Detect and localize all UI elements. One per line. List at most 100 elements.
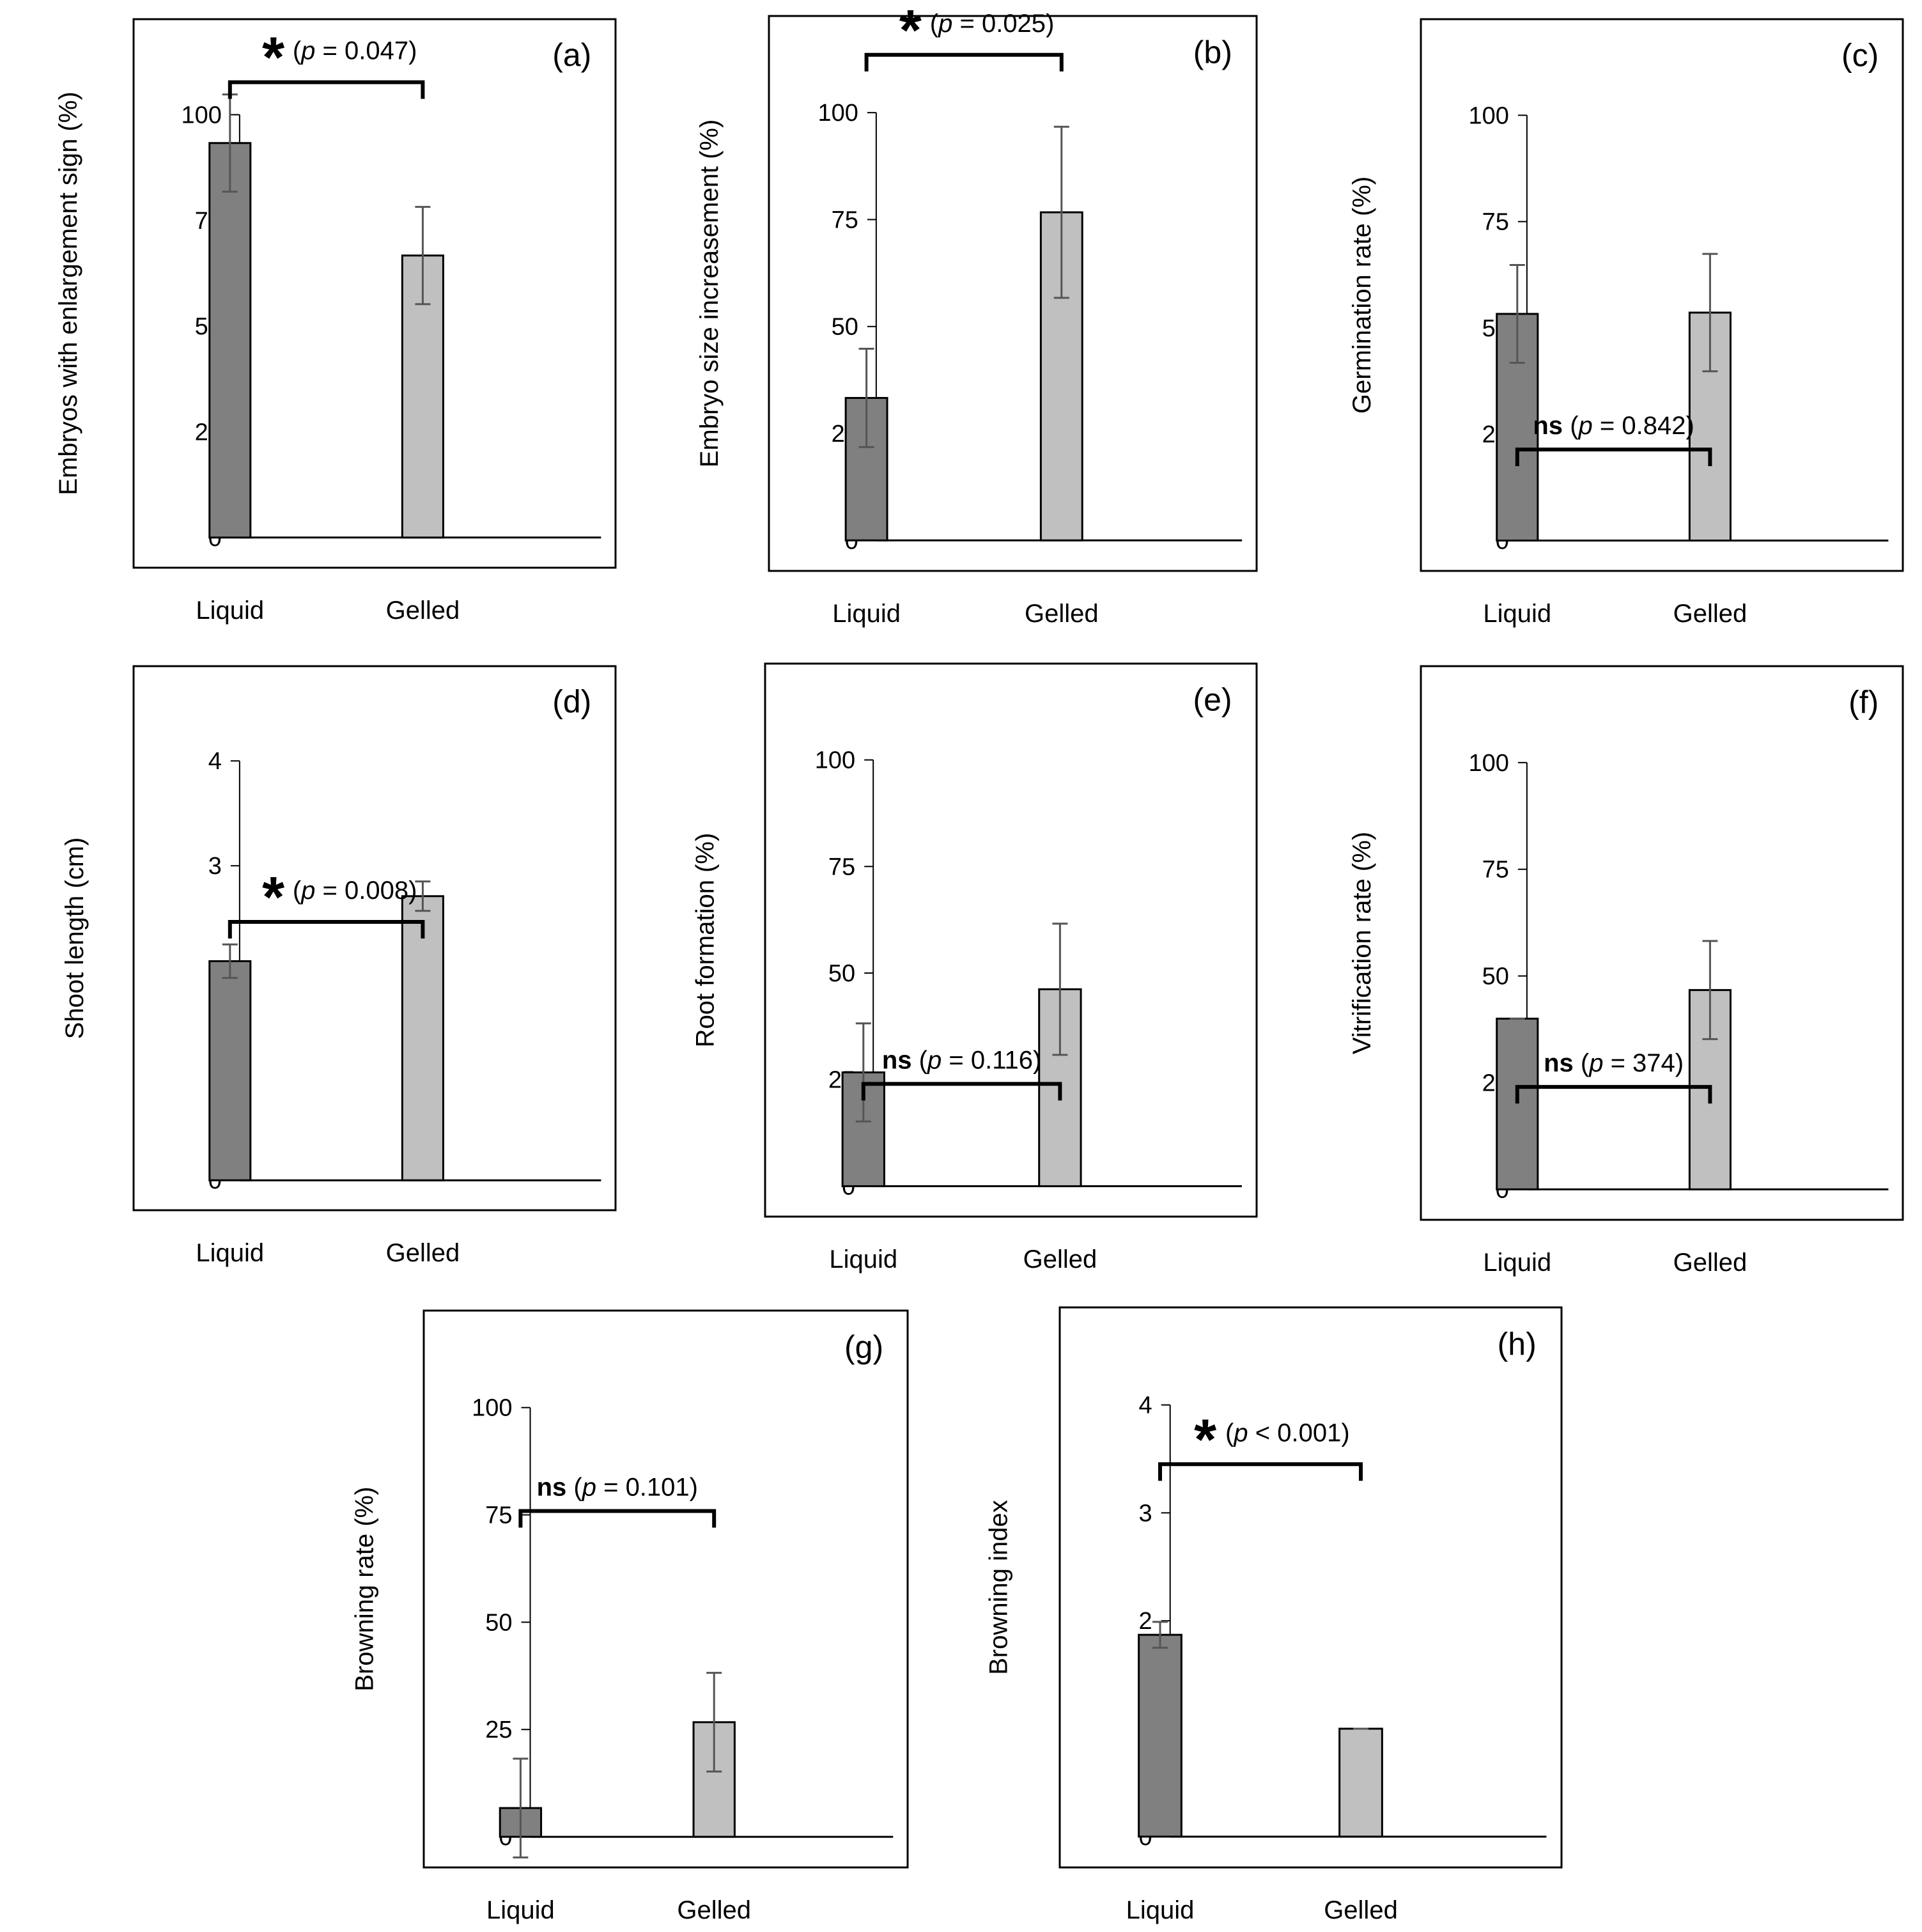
- panel-label: (d): [552, 683, 591, 719]
- error-bar-liquid: [858, 348, 874, 448]
- p-open: (: [293, 37, 302, 65]
- p-symbol: p: [582, 1474, 596, 1502]
- p-close: ): [1046, 10, 1054, 38]
- error-bar-gelled: [415, 880, 431, 912]
- significance-bracket: ns (p = 374): [1515, 1049, 1712, 1104]
- y-tick-label: 75: [828, 853, 855, 880]
- bracket-line: [518, 1509, 717, 1528]
- y-tick-label: 25: [485, 1717, 512, 1743]
- p-close: ): [690, 1474, 698, 1502]
- p-value-label: ns (p = 0.116): [882, 1046, 1041, 1074]
- error-bar-gelled: [1702, 940, 1718, 1040]
- significance-mark: ns: [537, 1474, 567, 1502]
- significance-bracket: * (p = 0.047): [228, 26, 425, 99]
- p-open: (: [930, 10, 939, 38]
- p-value: 0.047: [345, 37, 408, 65]
- y-tick-label: 100: [1468, 750, 1508, 777]
- category-label-gelled: Gelled: [1025, 600, 1099, 628]
- y-axis-label: Root formation (%): [691, 833, 719, 1048]
- significance-star: *: [899, 0, 922, 63]
- category-label-gelled: Gelled: [1324, 1896, 1398, 1924]
- p-open: (: [293, 876, 302, 905]
- error-bar-liquid: [222, 943, 238, 979]
- y-tick-label: 50: [832, 314, 858, 341]
- category-label-liquid: Liquid: [1126, 1896, 1195, 1924]
- category-label-liquid: Liquid: [832, 600, 901, 628]
- p-value: 0.025: [982, 10, 1046, 38]
- p-symbol: p: [1578, 412, 1593, 440]
- panel-e: 0255075100Root formation (%)(e)LiquidGel…: [691, 662, 1258, 1274]
- p-close: ): [408, 876, 417, 905]
- panel-frame: [768, 15, 1258, 572]
- p-relation: =: [1593, 412, 1622, 440]
- panel-frame: [132, 665, 617, 1211]
- y-tick-label: 50: [828, 960, 855, 987]
- p-relation: =: [1603, 1049, 1632, 1077]
- p-value: 0.001: [1277, 1419, 1341, 1447]
- y-tick-label: 75: [1482, 857, 1509, 884]
- y-tick-label: 4: [1139, 1392, 1152, 1419]
- error-bar-liquid: [513, 1757, 529, 1858]
- category-label-liquid: Liquid: [1483, 1249, 1551, 1277]
- bracket-line: [228, 919, 425, 939]
- y-tick-label: 75: [1482, 209, 1509, 236]
- p-value: 0.008: [345, 876, 408, 905]
- bracket-line: [864, 52, 1064, 72]
- panel-f: 0255075100Vitrification rate (%)(f)Liqui…: [1348, 665, 1904, 1277]
- bar-liquid: [1496, 1017, 1539, 1190]
- p-value-label: ns (p = 0.842): [1533, 412, 1694, 440]
- p-open: (: [919, 1046, 928, 1074]
- y-tick-label: 100: [1468, 102, 1508, 129]
- p-value: 0.116: [971, 1046, 1033, 1074]
- p-open: (: [573, 1474, 582, 1502]
- bar-gelled: [1338, 1727, 1383, 1838]
- bar-gelled: [401, 895, 444, 1181]
- panel-frame: [132, 18, 617, 569]
- category-label-gelled: Gelled: [386, 1239, 460, 1267]
- error-bar-gelled: [1052, 923, 1068, 1056]
- significance-mark: ns: [882, 1046, 912, 1074]
- category-label-gelled: Gelled: [1673, 600, 1748, 628]
- y-axis-label: Germination rate (%): [1348, 176, 1376, 414]
- p-symbol: p: [1233, 1419, 1248, 1447]
- p-relation: <: [1248, 1419, 1278, 1447]
- y-tick-label: 100: [818, 100, 858, 127]
- y-tick-label: 3: [1139, 1500, 1152, 1527]
- panel-frame: [764, 662, 1258, 1218]
- p-value: 0.101: [626, 1474, 690, 1502]
- category-label-gelled: Gelled: [386, 596, 460, 625]
- y-axis-label: Embryos with enlargement sign (%): [54, 91, 82, 495]
- panel-d: 01234Shoot length (cm)(d)LiquidGelled*(p…: [61, 665, 617, 1267]
- y-tick-label: 100: [181, 102, 221, 129]
- significance-mark: ns: [1533, 412, 1563, 440]
- panel-label: (f): [1848, 685, 1879, 721]
- panel-label: (e): [1193, 682, 1232, 718]
- bar-liquid: [208, 142, 252, 539]
- p-value-label: ns (p = 374): [1544, 1049, 1684, 1077]
- bracket-line: [1158, 1462, 1363, 1481]
- p-value: 374: [1632, 1049, 1675, 1077]
- p-relation: =: [952, 10, 982, 38]
- error-bar-gelled: [1702, 253, 1718, 373]
- significance-star: *: [262, 866, 284, 930]
- y-tick-label: 75: [832, 206, 858, 233]
- significance-bracket: * (p = 0.025): [864, 0, 1064, 72]
- panel-b: 0255075100Embryo size increasement (%)(b…: [695, 0, 1258, 628]
- p-symbol: p: [938, 10, 952, 38]
- y-tick-label: 2: [1139, 1608, 1152, 1635]
- y-tick-label: 50: [1482, 963, 1509, 990]
- category-label-gelled: Gelled: [1673, 1249, 1748, 1277]
- p-symbol: p: [300, 876, 315, 905]
- significance-mark: ns: [1544, 1049, 1574, 1077]
- y-axis-label: Browning rate (%): [351, 1486, 379, 1691]
- p-relation: =: [315, 876, 345, 905]
- error-bar-gelled: [1053, 125, 1069, 299]
- category-label-liquid: Liquid: [196, 1239, 264, 1267]
- p-relation: =: [315, 37, 345, 65]
- p-open: (: [1581, 1049, 1590, 1077]
- panel-frame: [1058, 1306, 1563, 1869]
- bar-gelled: [692, 1721, 736, 1838]
- y-tick-label: 100: [472, 1395, 512, 1422]
